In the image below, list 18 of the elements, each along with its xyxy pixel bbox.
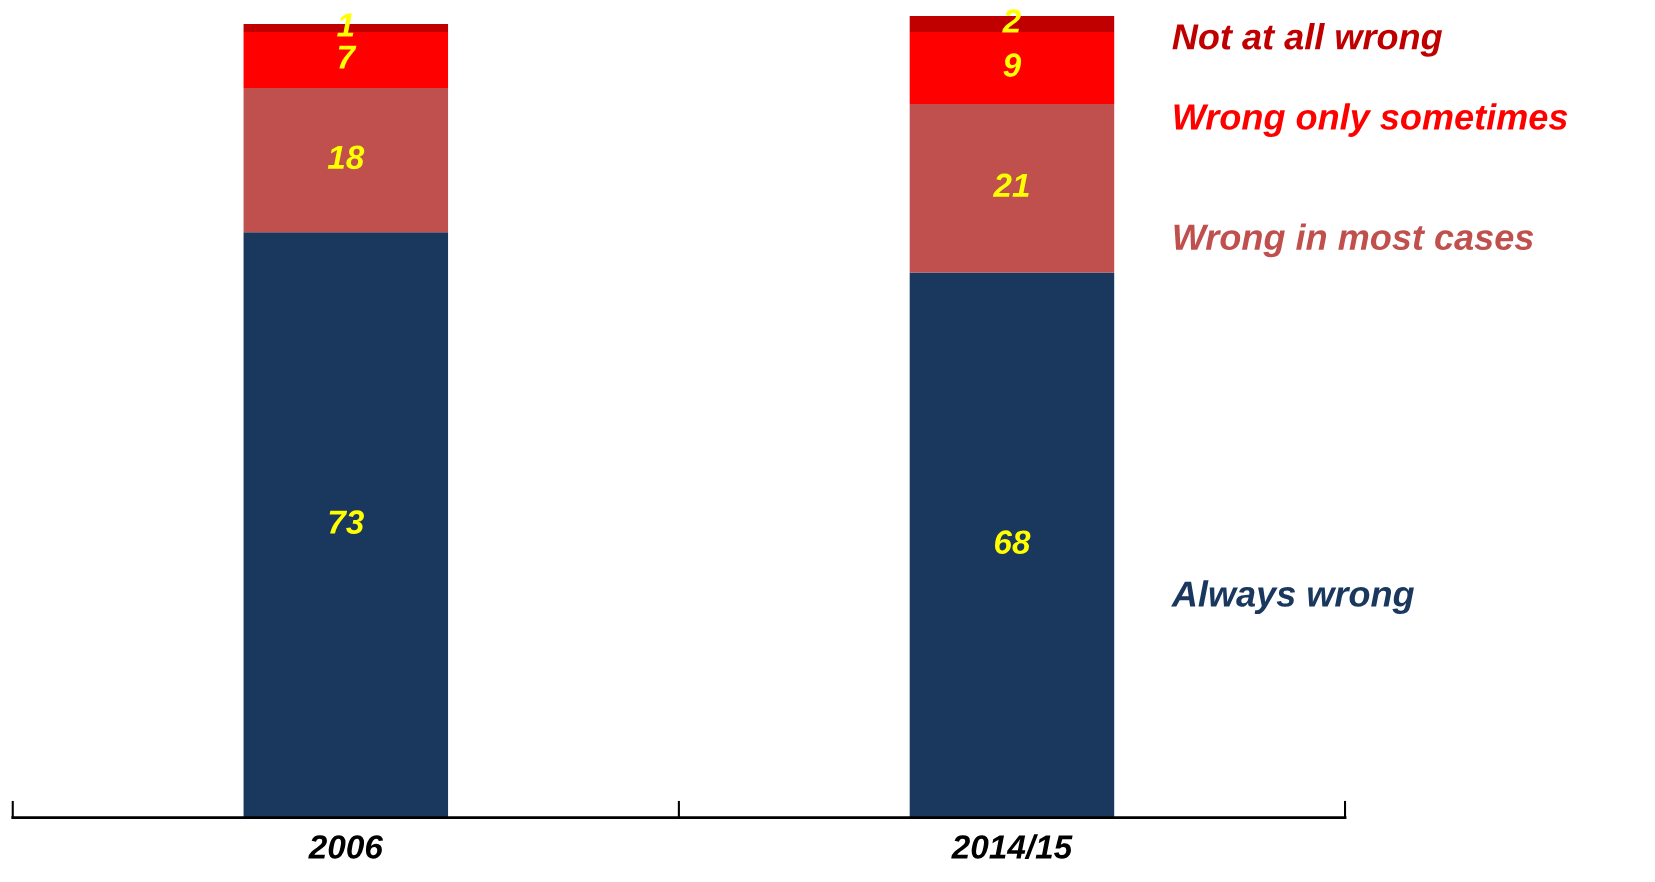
series-label: Always wrong: [1171, 580, 1414, 614]
data-label: 73: [329, 510, 364, 534]
data-label: 18: [327, 145, 365, 170]
bar: [909, 104, 1115, 273]
data-label: 21: [992, 173, 1029, 197]
data-label: 9: [1003, 53, 1022, 77]
bar: [909, 272, 1115, 818]
data-label: 7: [338, 45, 357, 69]
x-tick-label: 2014/15: [951, 834, 1073, 860]
data-label: 2: [1002, 9, 1021, 33]
bar: [243, 88, 449, 233]
series-label: Not at all wrong: [1172, 23, 1443, 57]
x-tick-label: 2006: [308, 835, 384, 859]
series-label: Wrong in most cases: [1174, 223, 1534, 258]
bar: [243, 232, 449, 818]
series-label: Wrong only sometimes: [1174, 103, 1568, 137]
bar: [909, 31, 1115, 105]
data-label: 68: [994, 530, 1031, 554]
